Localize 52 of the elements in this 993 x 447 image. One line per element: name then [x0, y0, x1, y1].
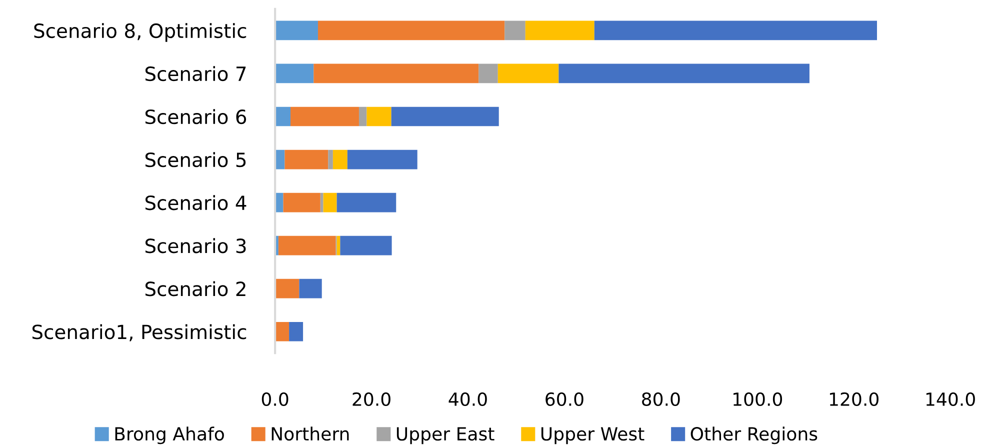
x-tick-label: 20.0 [352, 392, 390, 406]
x-tick-label: 120.0 [830, 392, 878, 406]
y-tick-label: Scenario 2 [145, 281, 246, 296]
bar [275, 106, 290, 126]
y-tick-label: Scenario 8, Optimistic [34, 23, 246, 42]
x-tick-label: 140.0 [926, 392, 975, 406]
bar [358, 106, 367, 126]
x-tick-label: 0.0 [262, 392, 288, 406]
bar [340, 236, 392, 256]
x-tick-label: 80.0 [642, 392, 680, 406]
bar [347, 150, 418, 170]
bar [504, 20, 526, 40]
x-tick-label: 40.0 [448, 392, 487, 406]
bar [332, 150, 348, 170]
legend-label: Upper East [396, 427, 494, 444]
bar [525, 20, 594, 40]
bar [323, 192, 337, 212]
bar [336, 236, 340, 256]
bar [275, 192, 284, 212]
bar [478, 64, 498, 84]
bar [275, 322, 290, 342]
bar [275, 20, 318, 40]
y-tick-label: Scenario 6 [145, 109, 246, 124]
bar [320, 192, 324, 212]
x-tick-label: 100.0 [734, 392, 782, 406]
bar [275, 64, 314, 84]
legend-label: Brong Ahafo [115, 426, 224, 444]
bar [283, 192, 320, 212]
bar [314, 64, 479, 84]
bar [558, 64, 810, 84]
y-tick-label: Scenario 5 [145, 152, 246, 168]
y-tick-label: Scenario 7 [145, 66, 246, 82]
legend-label: Other Regions [690, 426, 818, 444]
x-tick-label: 60.0 [546, 392, 584, 406]
bar [366, 106, 392, 126]
bar [290, 106, 359, 126]
legend-label: Upper West [541, 427, 644, 444]
y-tick-label: Scenario1, Pessimistic [32, 324, 246, 342]
bar [498, 64, 559, 84]
bar [284, 150, 328, 170]
bar [328, 150, 333, 170]
legend-label: Northern [272, 426, 349, 441]
bar [336, 192, 396, 212]
bar [275, 278, 300, 298]
bar [289, 322, 304, 342]
bar [391, 106, 499, 126]
bar [278, 236, 336, 256]
y-tick-label: Scenario 3 [145, 238, 246, 254]
bar [594, 20, 877, 40]
bar [318, 20, 505, 40]
y-tick-label: Scenario 4 [145, 195, 246, 210]
bar [299, 278, 322, 298]
